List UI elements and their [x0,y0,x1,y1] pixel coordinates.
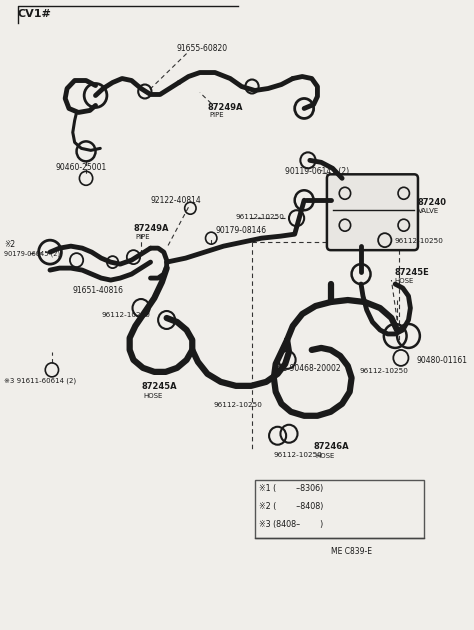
Text: 96112-10250: 96112-10250 [213,402,262,408]
Text: ※1 (        –8306): ※1 ( –8306) [259,484,323,493]
Text: HOSE: HOSE [316,453,335,459]
Text: 87240: 87240 [418,198,447,207]
Text: 91651-40816: 91651-40816 [73,286,124,295]
Text: ※1 90468-20002: ※1 90468-20002 [276,364,340,373]
Text: 90480-01161: 90480-01161 [416,356,467,365]
Text: 87249A: 87249A [134,224,169,233]
Text: PIPE: PIPE [136,234,150,240]
Text: 90460-25001: 90460-25001 [56,163,107,173]
Text: ※3 (8408–        ): ※3 (8408– ) [259,520,323,529]
FancyBboxPatch shape [327,175,418,250]
Text: HOSE: HOSE [394,278,414,284]
Text: 96112-10250: 96112-10250 [394,238,443,244]
Text: PIPE: PIPE [210,112,224,118]
Text: 96112-10250: 96112-10250 [274,452,323,458]
FancyBboxPatch shape [255,479,424,537]
Text: 91655-60820: 91655-60820 [176,43,227,52]
Text: ※2 (        –8408): ※2 ( –8408) [259,501,323,510]
Text: 96112-10250: 96112-10250 [101,312,150,318]
Text: 92122-40814: 92122-40814 [151,197,201,205]
Text: CV1#: CV1# [18,9,52,19]
Text: 90179-06045 (2): 90179-06045 (2) [4,250,61,256]
Text: HOSE: HOSE [143,393,162,399]
Text: 87249A: 87249A [208,103,243,113]
Text: 90119-06141 (2): 90119-06141 (2) [285,168,349,176]
Text: VALVE: VALVE [418,209,439,214]
Text: 87245A: 87245A [141,382,177,391]
Text: ※2: ※2 [4,240,16,249]
Text: 87246A: 87246A [314,442,349,450]
Text: ※3 91611-60614 (2): ※3 91611-60614 (2) [4,378,77,384]
Text: 90179-08146: 90179-08146 [215,226,266,235]
Text: ME C839-E: ME C839-E [331,547,372,556]
Text: 87245E: 87245E [394,268,429,277]
Text: 96112-10250: 96112-10250 [359,368,408,374]
Text: 96112-10250: 96112-10250 [236,214,285,220]
